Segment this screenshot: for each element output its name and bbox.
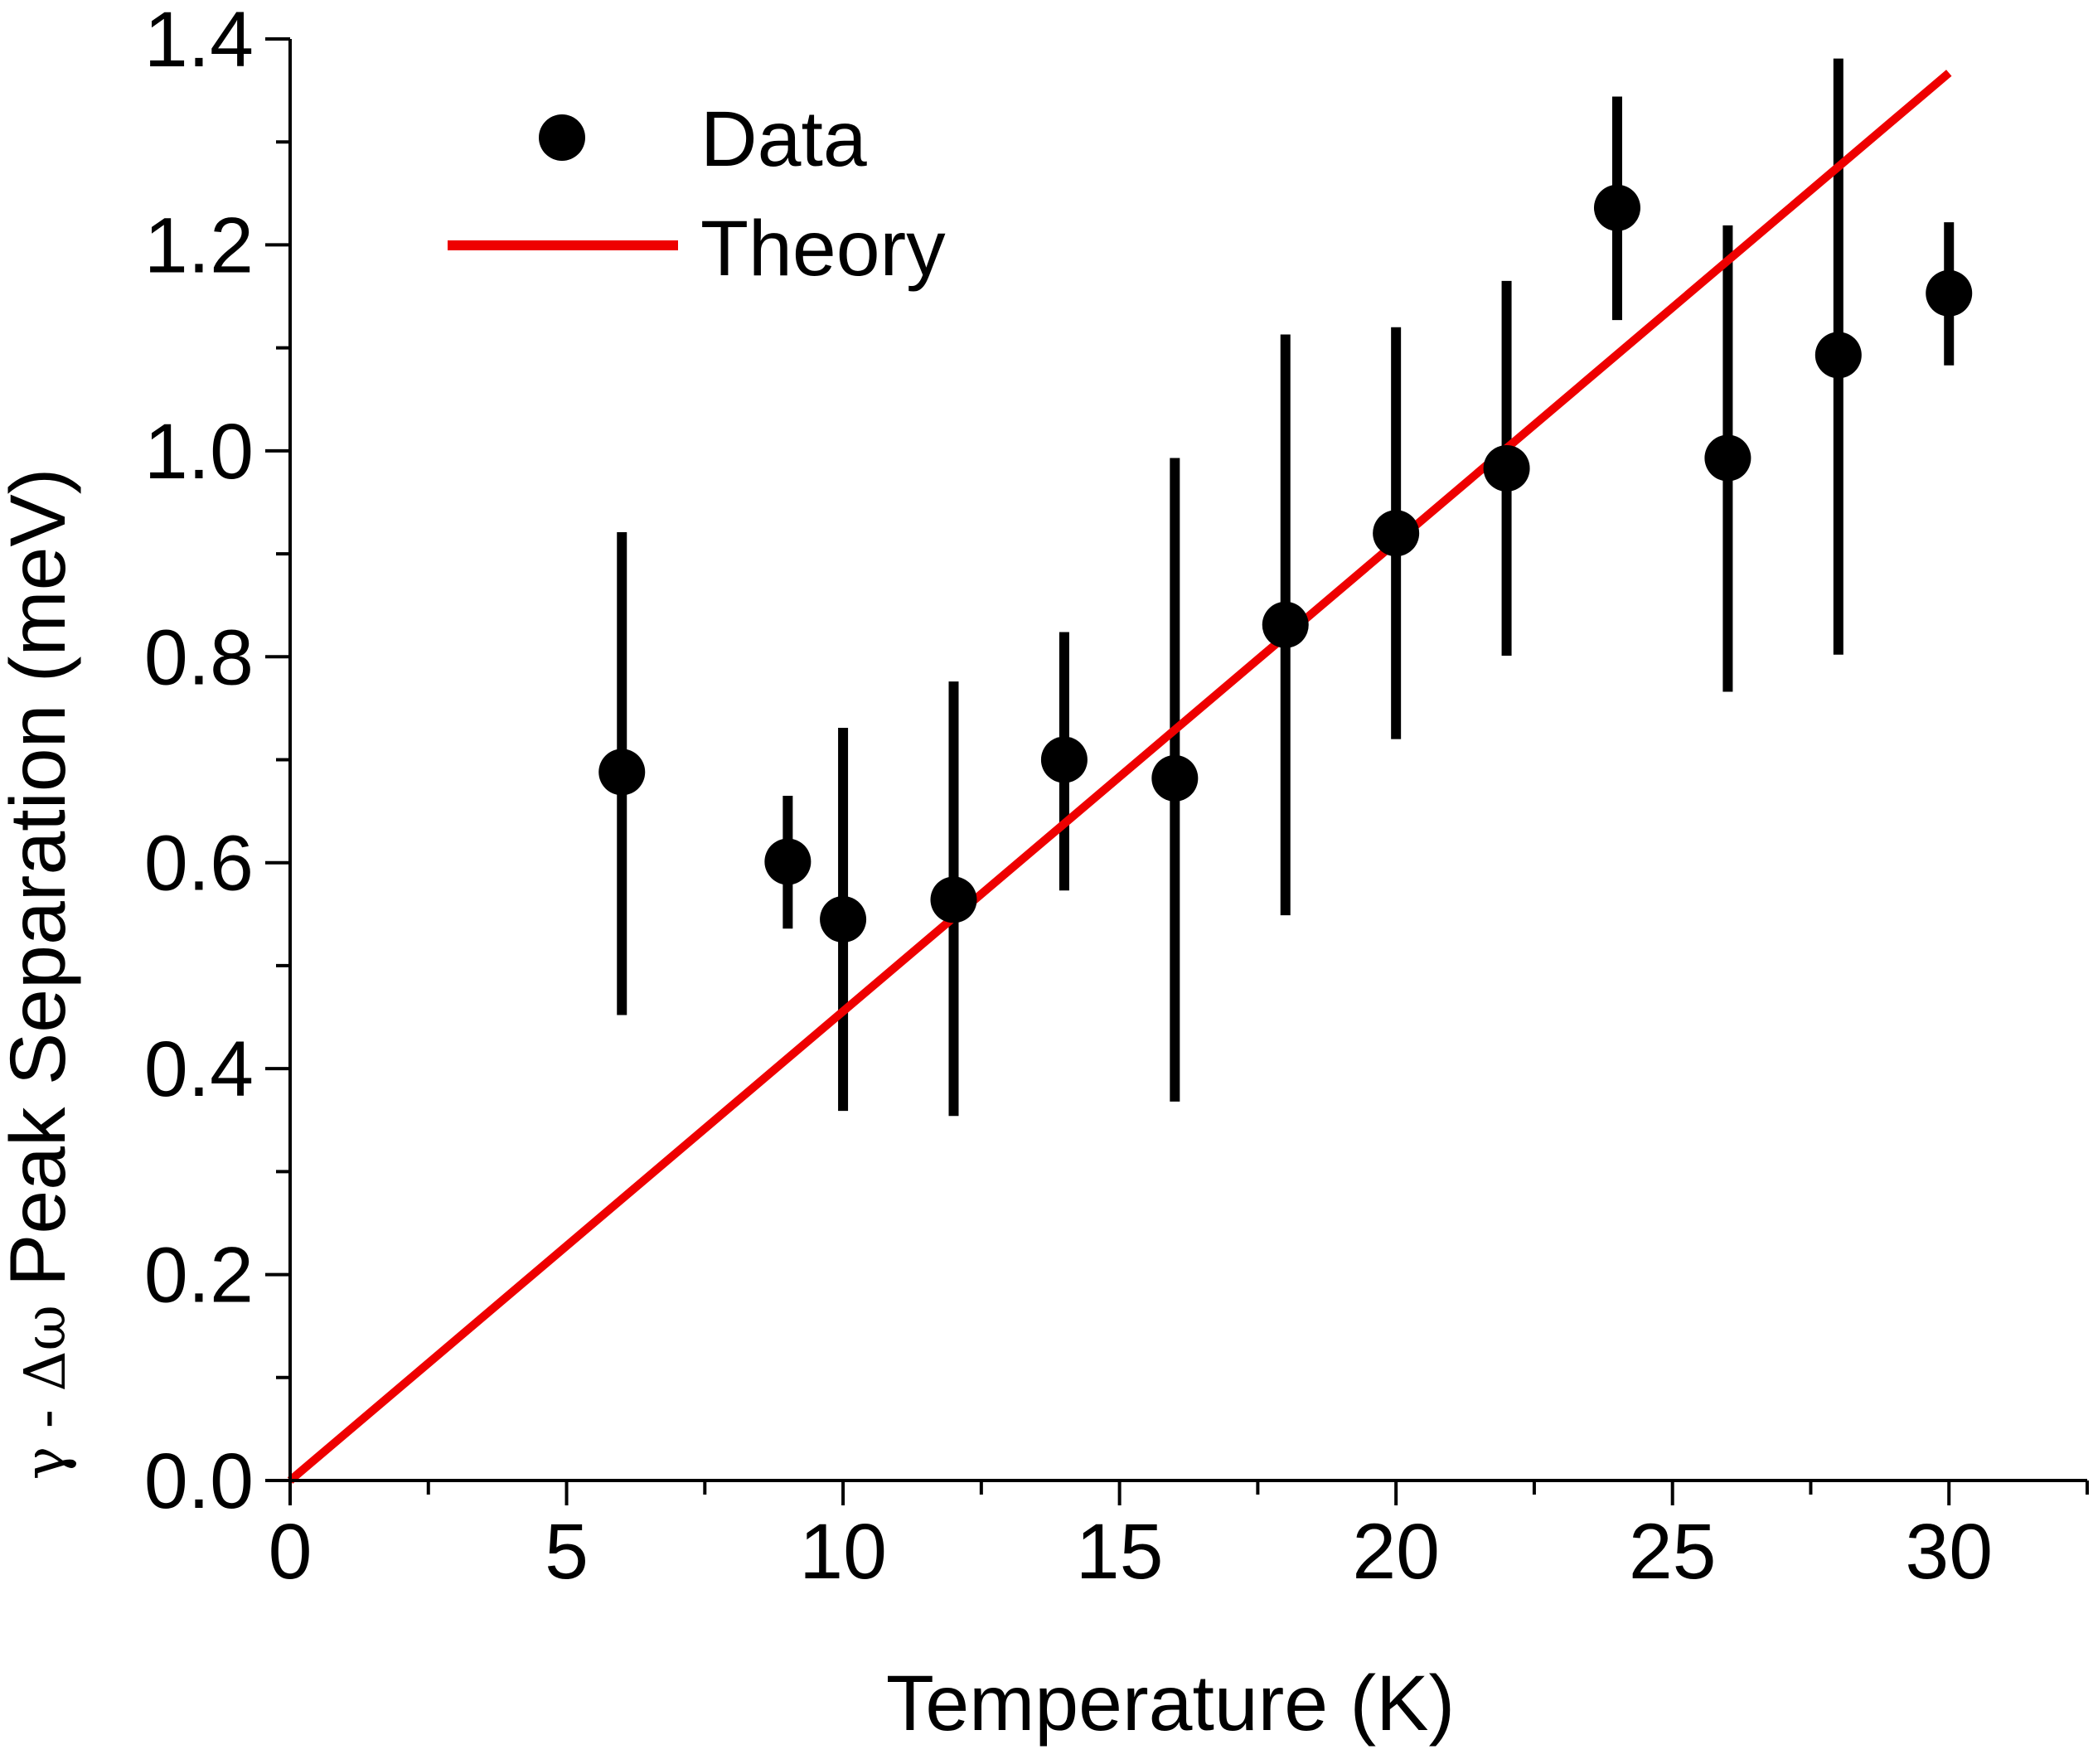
- x-tick-label: 15: [1076, 1508, 1164, 1596]
- data-point: [1483, 444, 1530, 492]
- y-tick-label: 0.0: [144, 1437, 254, 1525]
- data-point: [1262, 601, 1309, 648]
- data-point: [930, 876, 977, 923]
- legend-theory-label: Theory: [700, 205, 946, 293]
- theory-line: [287, 70, 1952, 1484]
- y-tick-label: 1.2: [144, 201, 254, 289]
- x-tick-label: 30: [1905, 1508, 1993, 1596]
- x-tick-label: 10: [799, 1508, 887, 1596]
- y-tick-label: 0.8: [144, 613, 254, 701]
- data-points-layer: [598, 184, 1973, 943]
- y-tick-label: 0.6: [144, 820, 254, 908]
- data-point: [1040, 736, 1088, 783]
- y-axis-title: γ - Δω Peak Separation (meV): [0, 468, 82, 1480]
- y-tick-label: 0.2: [144, 1232, 254, 1320]
- legend-data-label: Data: [700, 95, 867, 183]
- data-point: [1814, 332, 1862, 379]
- x-axis-title: Temperature (K): [886, 1660, 1455, 1747]
- y-axis-title-symbols: γ - Δω: [13, 1305, 79, 1480]
- y-tick-label: 1.0: [144, 408, 254, 496]
- y-tick-label: 0.4: [144, 1025, 254, 1113]
- data-point: [1704, 434, 1751, 482]
- y-tick-label: 1.4: [144, 0, 254, 84]
- theory-layer: [287, 70, 1952, 1484]
- x-tick-label: 25: [1629, 1508, 1717, 1596]
- data-point: [1151, 754, 1199, 802]
- data-point: [1593, 184, 1640, 231]
- ticks-layer: 0 5 10 15 20 25 30 0.0 0.2 0.4 0.6 0.8 1.0 1.2 1.4: [144, 0, 2089, 1596]
- legend: Data Theory: [448, 95, 946, 293]
- legend-data-marker: [539, 114, 585, 161]
- data-point: [764, 838, 812, 885]
- data-point: [1373, 510, 1420, 557]
- x-tick-label: 0: [269, 1508, 312, 1596]
- data-point: [1926, 269, 1973, 317]
- data-point: [820, 896, 867, 943]
- y-axis-title-text: Peak Separation (meV): [0, 468, 82, 1287]
- data-point: [598, 749, 646, 796]
- x-tick-label: 5: [545, 1508, 589, 1596]
- x-tick-label: 20: [1352, 1508, 1440, 1596]
